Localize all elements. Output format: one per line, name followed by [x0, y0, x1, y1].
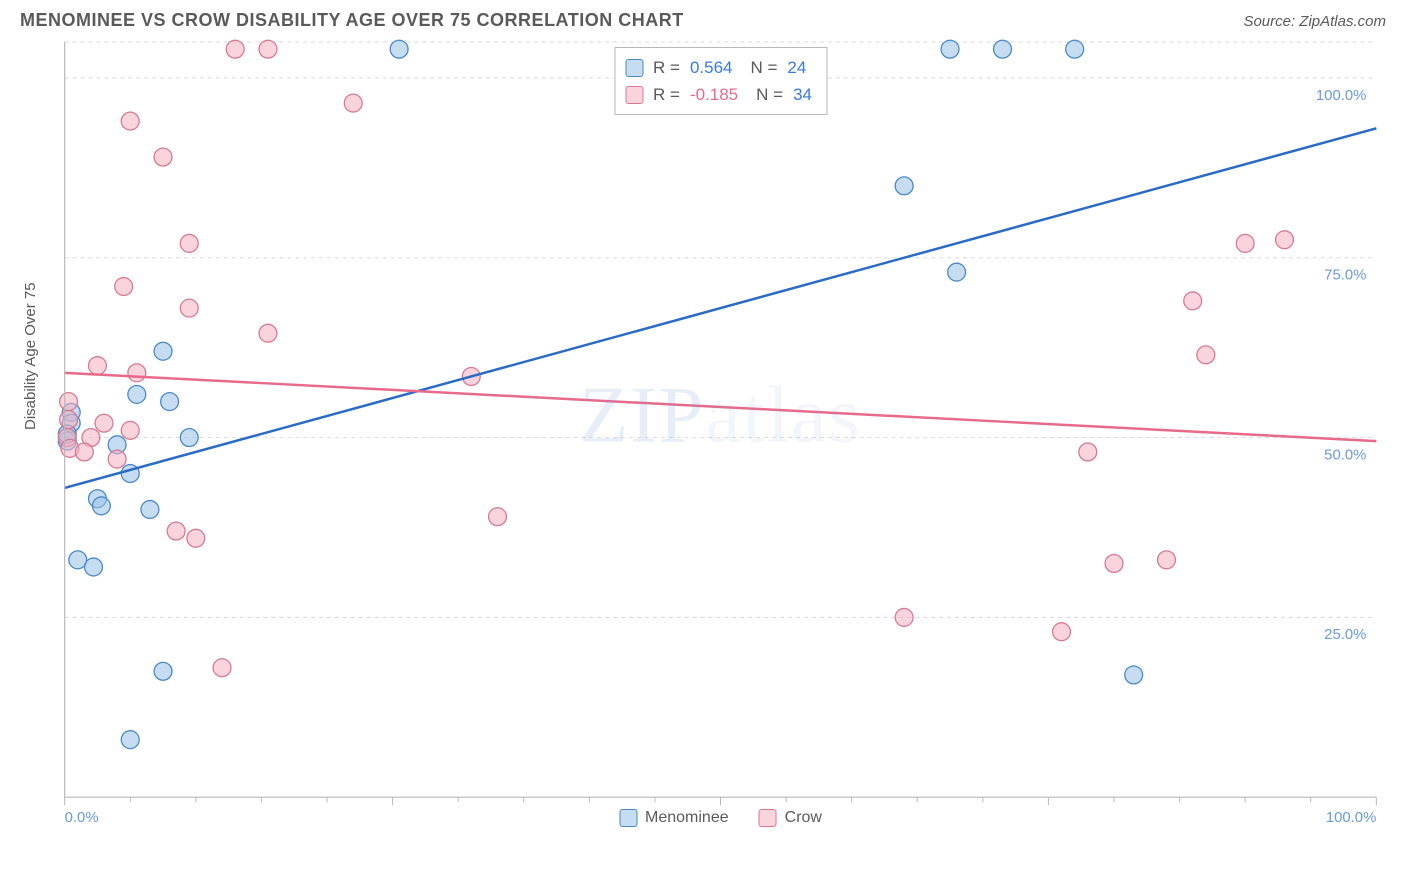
x-tick-label: 0.0% — [65, 810, 99, 826]
y-tick-label: 50.0% — [1324, 447, 1366, 463]
n-label: N = — [756, 81, 783, 108]
data-point — [1105, 554, 1123, 572]
data-point — [226, 40, 244, 58]
data-point — [1053, 623, 1071, 641]
legend-swatch — [625, 86, 643, 104]
chart-area: 25.0%50.0%75.0%100.0%0.0%100.0% ZIPatlas… — [55, 37, 1386, 827]
data-point — [128, 364, 146, 382]
data-point — [141, 501, 159, 519]
data-point — [154, 342, 172, 360]
y-tick-label: 25.0% — [1324, 627, 1366, 643]
data-point — [180, 234, 198, 252]
data-point — [213, 659, 231, 677]
data-point — [92, 497, 110, 515]
data-point — [180, 429, 198, 447]
y-axis-label: Disability Age Over 75 — [22, 282, 39, 430]
data-point — [60, 393, 78, 411]
source-attribution: Source: ZipAtlas.com — [1243, 13, 1386, 30]
scatter-plot-svg: 25.0% 50.0% 75.0% 100.0% 0.0% 100.0% — [55, 37, 1386, 827]
data-point — [128, 385, 146, 403]
data-point — [75, 443, 93, 461]
data-point — [154, 662, 172, 680]
data-point — [121, 731, 139, 749]
r-value: -0.185 — [690, 81, 738, 108]
data-point — [89, 357, 107, 375]
legend-item: Crow — [759, 809, 822, 827]
data-point — [1184, 292, 1202, 310]
data-point — [187, 529, 205, 547]
y-tick-label: 75.0% — [1324, 268, 1366, 284]
data-point — [259, 40, 277, 58]
legend-label: Crow — [785, 809, 822, 827]
trend-line — [65, 128, 1377, 488]
legend-swatch — [625, 59, 643, 77]
stats-row: R = 0.564 N = 24 — [625, 54, 812, 81]
series-legend: Menominee Crow — [619, 809, 822, 827]
legend-swatch — [759, 809, 777, 827]
legend-swatch — [619, 809, 637, 827]
data-point — [1066, 40, 1084, 58]
r-label: R = — [653, 81, 680, 108]
legend-item: Menominee — [619, 809, 729, 827]
data-point — [948, 263, 966, 281]
data-point — [1079, 443, 1097, 461]
data-point — [344, 94, 362, 112]
data-point — [167, 522, 185, 540]
data-point — [489, 508, 507, 526]
data-point — [1197, 346, 1215, 364]
chart-title: MENOMINEE VS CROW DISABILITY AGE OVER 75… — [20, 10, 684, 31]
stats-row: R = -0.185 N = 34 — [625, 81, 812, 108]
r-label: R = — [653, 54, 680, 81]
data-point — [390, 40, 408, 58]
data-point — [180, 299, 198, 317]
data-point — [259, 324, 277, 342]
n-label: N = — [750, 54, 777, 81]
data-point — [108, 450, 126, 468]
data-point — [941, 40, 959, 58]
header: MENOMINEE VS CROW DISABILITY AGE OVER 75… — [0, 0, 1406, 37]
data-point — [161, 393, 179, 411]
r-value: 0.564 — [690, 54, 733, 81]
x-tick-label: 100.0% — [1326, 810, 1377, 826]
data-point — [60, 411, 78, 429]
y-tick-label: 100.0% — [1316, 88, 1367, 104]
trend-line — [65, 373, 1377, 441]
data-point — [95, 414, 113, 432]
n-value: 34 — [793, 81, 812, 108]
n-value: 24 — [787, 54, 806, 81]
data-point — [1236, 234, 1254, 252]
data-point — [121, 112, 139, 130]
data-point — [1125, 666, 1143, 684]
data-point — [1276, 231, 1294, 249]
data-point — [115, 278, 133, 296]
data-point — [895, 177, 913, 195]
stats-box: R =0.564N =24R =-0.185N =34 — [614, 47, 827, 115]
data-point — [994, 40, 1012, 58]
legend-label: Menominee — [645, 809, 729, 827]
data-point — [1158, 551, 1176, 569]
data-point — [121, 421, 139, 439]
data-point — [85, 558, 103, 576]
data-point — [895, 608, 913, 626]
data-point — [154, 148, 172, 166]
